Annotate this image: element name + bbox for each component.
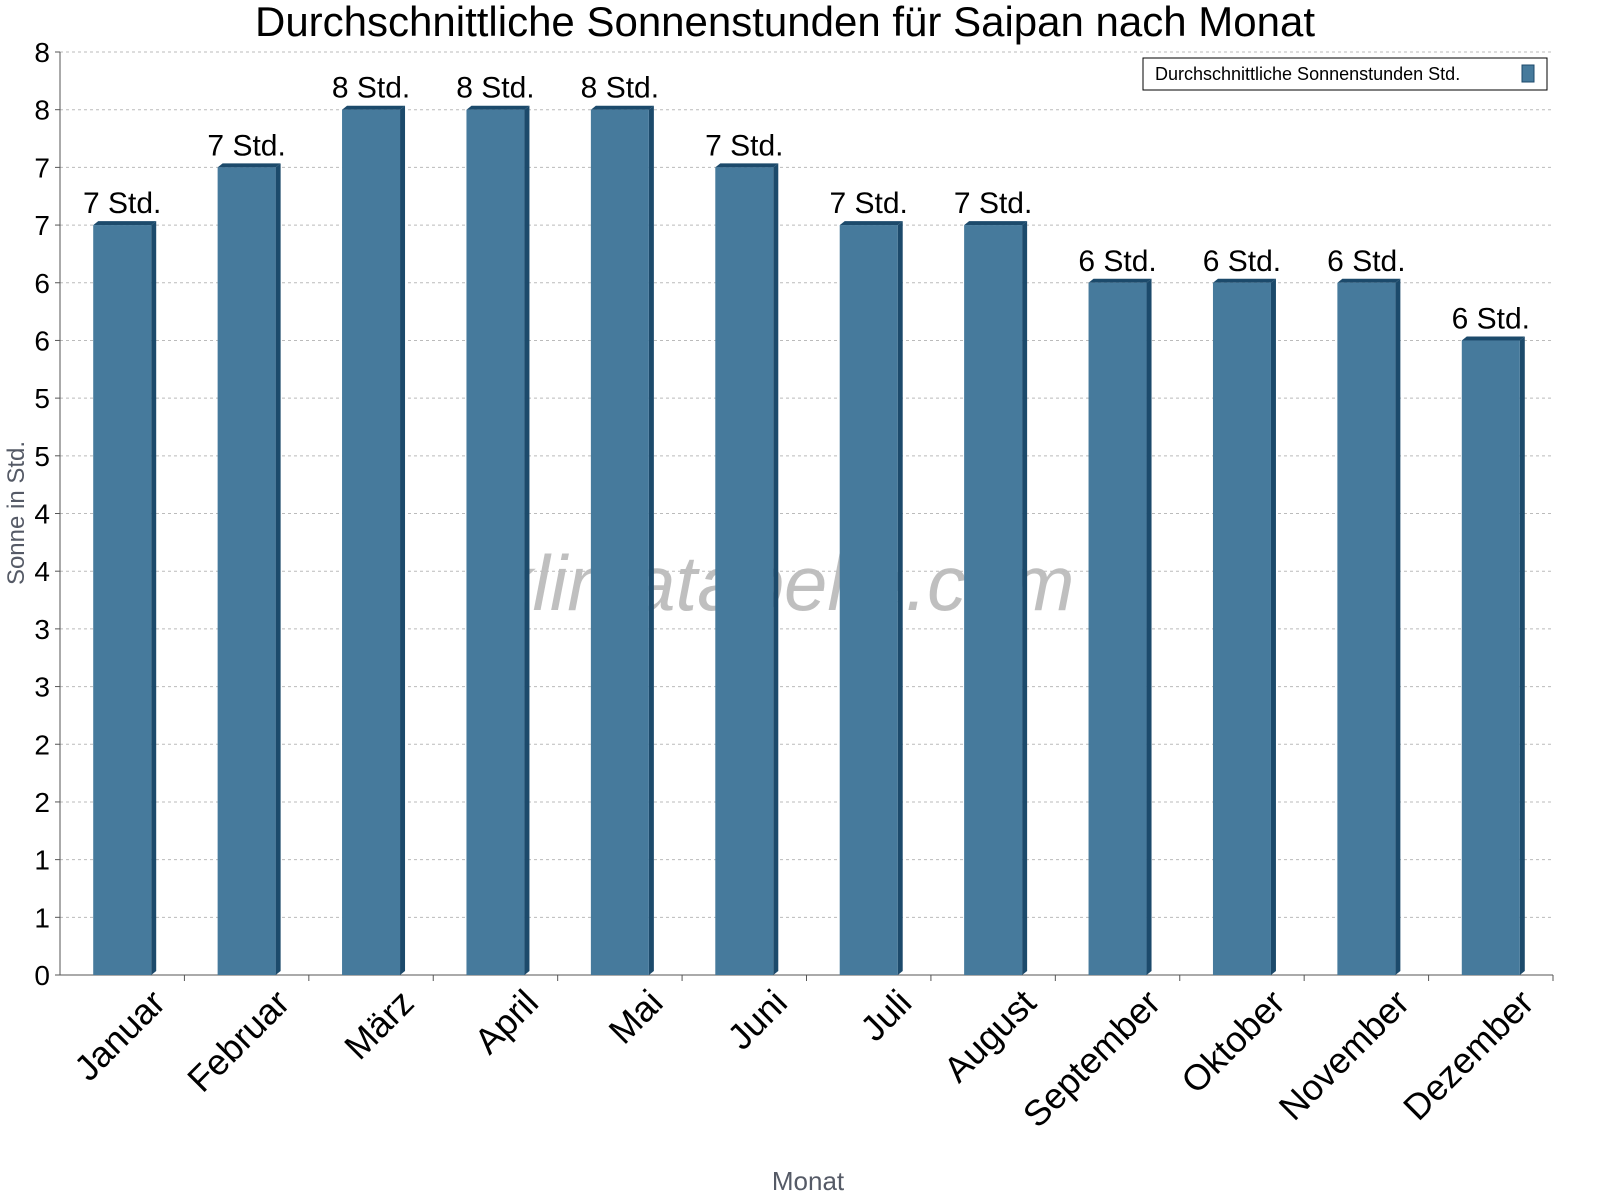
- y-tick-label: 1: [34, 845, 50, 876]
- legend: Durchschnittliche Sonnenstunden Std.: [1142, 57, 1548, 91]
- bar: [1337, 282, 1396, 975]
- bar-top: [1088, 278, 1152, 283]
- x-tick-label: Januar: [66, 982, 173, 1089]
- bar: [1461, 340, 1520, 975]
- x-tick-label: August: [936, 982, 1044, 1090]
- bar-side: [400, 105, 406, 975]
- y-tick-label: 1: [34, 902, 50, 933]
- x-tick-label: Oktober: [1173, 982, 1293, 1102]
- y-tick-label: 5: [34, 383, 50, 414]
- data-label: 7 Std.: [705, 129, 783, 162]
- bar-group: [1461, 336, 1525, 975]
- bar-side: [773, 163, 779, 975]
- data-label: 6 Std.: [1078, 245, 1156, 278]
- chart-title: Durchschnittliche Sonnenstunden für Saip…: [255, 0, 1315, 45]
- x-tick-label: November: [1271, 982, 1417, 1128]
- bar-group: [715, 163, 779, 975]
- y-tick-label: 7: [34, 152, 50, 183]
- y-tick-label: 8: [34, 37, 50, 68]
- bar-top: [1212, 278, 1276, 283]
- bar-side: [897, 221, 903, 975]
- data-label: 6 Std.: [1327, 245, 1405, 278]
- legend-label: Durchschnittliche Sonnenstunden Std.: [1155, 64, 1460, 84]
- y-axis-title: Sonne in Std.: [3, 441, 30, 585]
- bar-group: [342, 105, 406, 975]
- bar-top: [839, 221, 903, 226]
- bar: [217, 167, 276, 975]
- data-label: 8 Std.: [456, 72, 534, 105]
- y-tick-label: 6: [34, 325, 50, 356]
- x-tick-label: Februar: [179, 982, 297, 1100]
- x-axis-title: Monat: [772, 1166, 845, 1196]
- data-label: 7 Std.: [83, 187, 161, 220]
- bar-group: [217, 163, 281, 975]
- bar-side: [1146, 278, 1152, 975]
- x-tick-label: April: [466, 982, 546, 1062]
- bar-side: [1395, 278, 1401, 975]
- data-label: 7 Std.: [830, 187, 908, 220]
- y-tick-label: 2: [34, 787, 50, 818]
- data-label: 8 Std.: [581, 72, 659, 105]
- x-tick-label: Juli: [852, 982, 919, 1049]
- bar: [1088, 282, 1147, 975]
- bar-group: [590, 105, 654, 975]
- bar-group: [1088, 278, 1152, 975]
- bar-top: [590, 105, 654, 110]
- bar: [466, 109, 525, 975]
- data-label: 7 Std.: [207, 129, 285, 162]
- legend-box: [1142, 57, 1548, 91]
- data-label: 6 Std.: [1203, 245, 1281, 278]
- x-tick-label: März: [336, 982, 422, 1068]
- y-tick-label: 8: [34, 95, 50, 126]
- y-tick-label: 5: [34, 441, 50, 472]
- bar-top: [715, 163, 779, 168]
- y-tick-label: 2: [34, 729, 50, 760]
- bar-group: [1337, 278, 1401, 975]
- bar-group: [839, 221, 903, 975]
- bar-top: [93, 221, 157, 226]
- bar-group: [964, 221, 1028, 975]
- bar-side: [275, 163, 281, 975]
- y-tick-label: 4: [34, 499, 50, 530]
- bar-top: [342, 105, 406, 110]
- bar-side: [648, 105, 654, 975]
- bar: [342, 109, 401, 975]
- x-tick-label: Dezember: [1395, 982, 1541, 1128]
- x-tick-label: Mai: [601, 982, 671, 1052]
- bar: [964, 225, 1023, 975]
- bar: [839, 225, 898, 975]
- bar-top: [466, 105, 530, 110]
- y-tick-label: 7: [34, 210, 50, 241]
- bar-side: [1022, 221, 1028, 975]
- bar: [93, 225, 152, 975]
- bar-top: [964, 221, 1028, 226]
- y-tick-label: 0: [34, 960, 50, 991]
- data-label: 7 Std.: [954, 187, 1032, 220]
- bar: [590, 109, 649, 975]
- bar-top: [217, 163, 281, 168]
- x-tick-label: Juni: [719, 982, 795, 1058]
- bar-top: [1337, 278, 1401, 283]
- bar: [1212, 282, 1271, 975]
- data-label: 8 Std.: [332, 72, 410, 105]
- y-tick-label: 3: [34, 614, 50, 645]
- bar-side: [151, 221, 157, 975]
- bar-top: [1461, 336, 1525, 341]
- bar-side: [524, 105, 530, 975]
- y-tick-label: 4: [34, 556, 50, 587]
- bar-side: [1519, 336, 1525, 975]
- y-tick-label: 6: [34, 268, 50, 299]
- bar-group: [93, 221, 157, 975]
- legend-swatch: [1521, 64, 1535, 83]
- bar-group: [466, 105, 530, 975]
- y-tick-label: 3: [34, 672, 50, 703]
- data-label: 6 Std.: [1452, 302, 1530, 335]
- bar-group: [1212, 278, 1276, 975]
- bar-side: [1270, 278, 1276, 975]
- bar: [715, 167, 774, 975]
